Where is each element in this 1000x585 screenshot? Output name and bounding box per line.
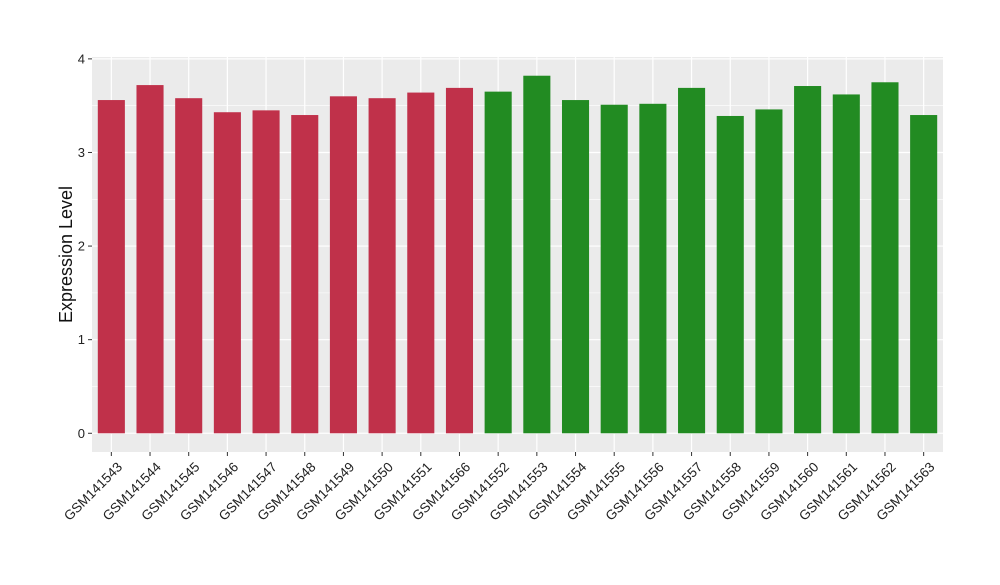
x-axis: GSM141543GSM141544GSM141545GSM141546GSM1… [61,452,938,524]
bar [910,115,938,434]
bar [252,110,280,434]
bar [716,115,744,434]
bar [561,100,590,434]
bar [678,87,706,434]
y-axis: 0 1 2 3 4 [78,51,92,441]
y-axis-label: Expression Level [56,186,76,323]
bar [175,98,203,434]
bar [291,115,319,434]
bar [368,98,396,434]
bar [832,94,860,434]
bar [445,87,474,434]
bar [213,112,241,434]
bar [523,75,551,434]
y-tick-label: 0 [78,426,85,441]
bar [794,86,822,434]
y-tick-label: 1 [78,332,85,347]
y-tick-label: 2 [78,239,85,254]
y-tick-label: 4 [78,51,85,66]
bar [407,92,435,434]
y-tick-label: 3 [78,145,85,160]
bars [97,75,938,434]
bar [484,91,512,434]
bar [97,100,125,434]
bar [136,85,164,434]
bar [600,104,628,434]
bar [329,96,357,434]
bar [639,103,667,434]
bar [755,109,783,434]
bar [871,82,899,434]
